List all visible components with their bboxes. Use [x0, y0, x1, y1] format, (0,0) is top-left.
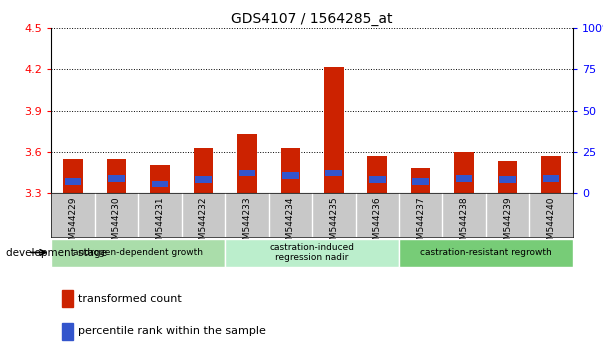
Bar	[455, 152, 474, 193]
Text: GSM544235: GSM544235	[329, 196, 338, 251]
Text: GSM544231: GSM544231	[156, 196, 165, 251]
Text: development stage: development stage	[6, 248, 107, 258]
Bar	[499, 176, 516, 183]
Bar	[65, 178, 81, 185]
Text: GSM544240: GSM544240	[546, 196, 555, 251]
Bar	[239, 170, 255, 176]
FancyBboxPatch shape	[399, 239, 573, 268]
Text: GSM544237: GSM544237	[416, 196, 425, 251]
Text: GSM544229: GSM544229	[69, 196, 78, 251]
Bar	[194, 148, 213, 193]
Text: transformed count: transformed count	[78, 294, 182, 304]
Text: castration-induced
regression nadir: castration-induced regression nadir	[270, 243, 355, 262]
Text: castration-resistant regrowth: castration-resistant regrowth	[420, 248, 552, 257]
Bar	[280, 148, 300, 193]
Bar	[367, 156, 387, 193]
Text: GSM544232: GSM544232	[199, 196, 208, 251]
Bar	[326, 170, 342, 176]
Bar	[282, 172, 298, 179]
Bar	[412, 178, 429, 185]
Bar	[369, 176, 385, 183]
Bar	[498, 161, 517, 193]
Text: GSM544234: GSM544234	[286, 196, 295, 251]
Text: GSM544233: GSM544233	[242, 196, 251, 251]
Bar	[237, 134, 257, 193]
Text: GSM544236: GSM544236	[373, 196, 382, 251]
Text: GSM544238: GSM544238	[459, 196, 469, 251]
Bar	[411, 168, 431, 193]
FancyBboxPatch shape	[51, 239, 225, 268]
Bar	[543, 175, 560, 182]
Bar	[62, 323, 73, 340]
FancyBboxPatch shape	[225, 239, 399, 268]
Bar	[195, 176, 212, 183]
Bar	[150, 165, 169, 193]
Bar	[151, 181, 168, 188]
Bar	[108, 175, 125, 182]
Bar	[107, 159, 126, 193]
Bar	[62, 290, 73, 307]
Text: GSM544239: GSM544239	[503, 196, 512, 251]
Text: percentile rank within the sample: percentile rank within the sample	[78, 326, 267, 336]
Text: GSM544230: GSM544230	[112, 196, 121, 251]
Title: GDS4107 / 1564285_at: GDS4107 / 1564285_at	[232, 12, 393, 26]
Bar	[63, 159, 83, 193]
Bar	[324, 67, 344, 193]
Bar	[456, 175, 473, 182]
Bar	[541, 156, 561, 193]
Text: androgen-dependent growth: androgen-dependent growth	[73, 248, 203, 257]
